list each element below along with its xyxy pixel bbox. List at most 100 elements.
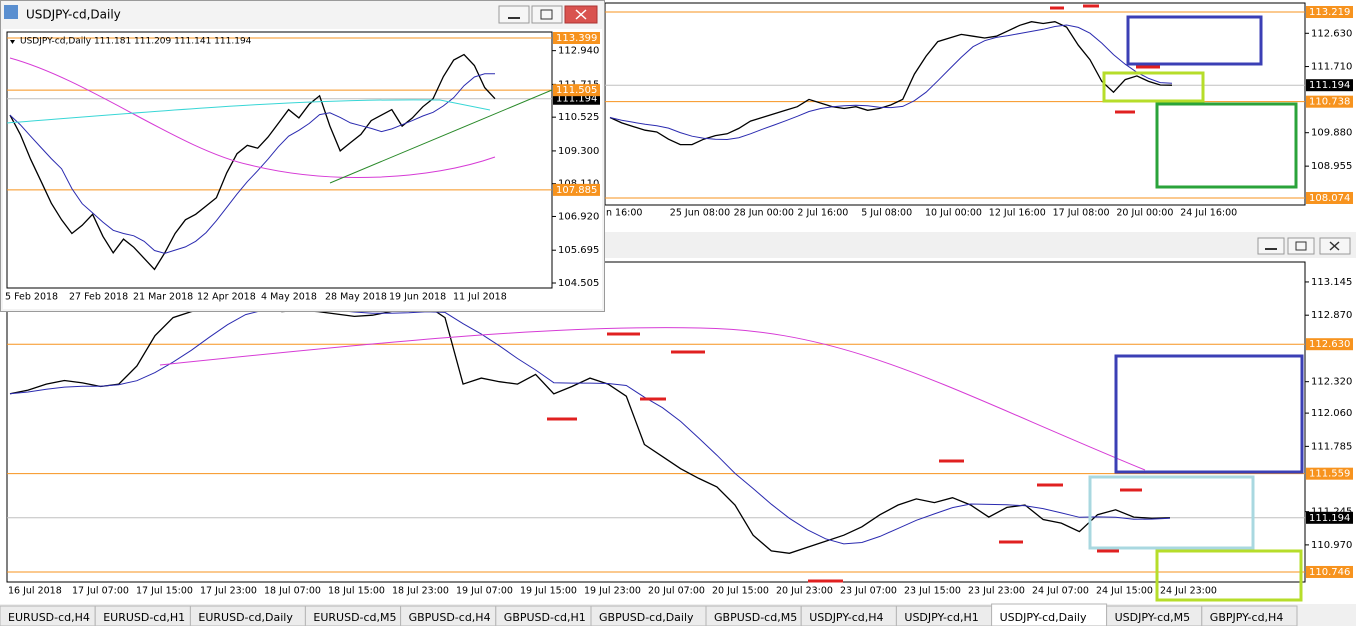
plot-frame — [6, 31, 553, 289]
moving-average — [6, 99, 491, 124]
tab-label: GBPJPY-cd,H4 — [1210, 611, 1284, 624]
current-price-tag — [1306, 511, 1353, 524]
level-tag — [1306, 467, 1353, 480]
level-label: 110.746 — [1309, 567, 1350, 578]
tab-label: EURUSD-cd,M5 — [313, 611, 396, 624]
tab-label: EURUSD-cd,H4 — [8, 611, 90, 624]
price-label: 112.870 — [1311, 310, 1352, 321]
icon — [1295, 241, 1307, 251]
time-label: 24 Jul 07:00 — [1032, 586, 1089, 597]
box — [1088, 475, 1255, 550]
box — [1126, 15, 1263, 66]
box — [1102, 71, 1205, 103]
chart-bottom: 113.145112.870112.320112.060111.785111.2… — [6, 261, 1353, 597]
window-icon — [4, 5, 18, 19]
tab-label: GBPUSD-cd,H1 — [504, 611, 586, 624]
level-label: 113.219 — [1309, 7, 1350, 18]
level-label: 111.505 — [556, 85, 597, 96]
price-label: 108.955 — [1311, 161, 1352, 172]
level-label: 113.399 — [556, 33, 597, 44]
chart-info: USDJPY-cd,Daily 111.181 111.209 111.141 … — [20, 37, 252, 47]
level-label: 108.074 — [1309, 193, 1350, 204]
time-label: 18 Jul 07:00 — [264, 586, 321, 597]
level-tag — [553, 84, 600, 97]
box — [1155, 102, 1298, 189]
time-label: 20 Jul 15:00 — [712, 586, 769, 597]
marks — [547, 332, 1142, 583]
price-label: 111.710 — [1311, 62, 1352, 73]
minimize-button[interactable] — [498, 5, 530, 24]
icon — [575, 9, 587, 20]
level-tag — [1306, 565, 1353, 578]
time-label: 23 Jul 15:00 — [904, 586, 961, 597]
price-label: 110.970 — [1311, 540, 1352, 551]
price-label: 112.060 — [1311, 408, 1352, 419]
trend-line — [329, 89, 553, 184]
chart-panel — [3, 29, 602, 309]
time-label: 18 Jul 15:00 — [328, 586, 385, 597]
current-price-tag — [1306, 79, 1353, 92]
price-line — [609, 21, 1173, 146]
moving-average — [609, 24, 1173, 141]
time-label: 4 May 2018 — [261, 292, 317, 303]
tab-label: EURUSD-cd,H1 — [103, 611, 185, 624]
tab-label: USDJPY-cd,H1 — [904, 611, 978, 624]
time-label: 19 Jul 07:00 — [456, 586, 513, 597]
box — [1114, 354, 1304, 474]
tab-label: USDJPY-cd,M5 — [1115, 611, 1191, 624]
price-label: 112.940 — [558, 46, 599, 57]
plot-frame — [6, 261, 1306, 583]
price-line — [9, 53, 496, 271]
level-label: 111.559 — [1309, 469, 1350, 480]
time-label: 5 Feb 2018 — [5, 292, 58, 303]
moving-average — [159, 327, 1146, 471]
time-label: 2 Jul 16:00 — [797, 208, 848, 219]
level-tag — [553, 183, 600, 196]
time-label: 27 Feb 2018 — [69, 292, 128, 303]
box — [1155, 549, 1303, 602]
chart-panel — [0, 258, 1356, 604]
time-label: 18 Jul 23:00 — [392, 586, 449, 597]
time-label: 12 Apr 2018 — [197, 292, 256, 303]
tab-label: GBPUSD-cd,H4 — [409, 611, 491, 624]
tab-label: USDJPY-cd,H4 — [809, 611, 883, 624]
time-label: 24 Jul 15:00 — [1096, 586, 1153, 597]
price-label: 112.320 — [1311, 377, 1352, 388]
window-title: USDJPY-cd,Daily — [26, 8, 121, 22]
icon — [1329, 241, 1340, 251]
chart-panel — [600, 0, 1356, 232]
maximize-button[interactable] — [1287, 237, 1315, 255]
maximize-button[interactable] — [531, 5, 563, 24]
chart-top: 112.630 111.710 109.880 108.955 111.194 113.2… — [604, 2, 1353, 219]
tab-label: GBPUSD-cd,M5 — [714, 611, 797, 624]
minimize-button[interactable] — [1257, 237, 1285, 255]
level-tag — [1306, 6, 1353, 19]
level-label: 107.885 — [556, 185, 597, 196]
time-label: 21 Mar 2018 — [133, 292, 193, 303]
time-label: 12 Jul 16:00 — [989, 208, 1046, 219]
time-label: 11 Jul 2018 — [453, 292, 507, 303]
moving-average — [9, 308, 1171, 545]
level-tag — [1306, 338, 1353, 351]
level-tag — [553, 32, 600, 45]
time-label: 25 Jun 08:00 — [670, 208, 730, 219]
marks — [1050, 4, 1160, 114]
time-label: 28 May 2018 — [325, 292, 387, 303]
price-label: 104.505 — [558, 278, 599, 289]
icon — [540, 9, 553, 20]
window-buttons — [1257, 237, 1351, 255]
time-label: 20 Jul 00:00 — [1116, 208, 1173, 219]
time-label: 10 Jul 00:00 — [925, 208, 982, 219]
time-label: 17 Jul 23:00 — [200, 586, 257, 597]
time-label: 20 Jul 07:00 — [648, 586, 705, 597]
annotations — [159, 327, 1304, 602]
tabs: EURUSD-cd,H4 EURUSD-cd,H1 EURUSD-cd,Daily E… — [0, 603, 1298, 626]
tab-label: GBPUSD-cd,Daily — [599, 611, 694, 624]
level-label: 110.738 — [1309, 97, 1350, 108]
tab-label: USDJPY-cd,Daily — [1000, 611, 1087, 624]
price-label: 106.920 — [558, 211, 599, 222]
current-price: 111.194 — [556, 94, 597, 105]
time-label: 16 Jul 2018 — [8, 586, 62, 597]
tab[interactable] — [1201, 605, 1298, 626]
